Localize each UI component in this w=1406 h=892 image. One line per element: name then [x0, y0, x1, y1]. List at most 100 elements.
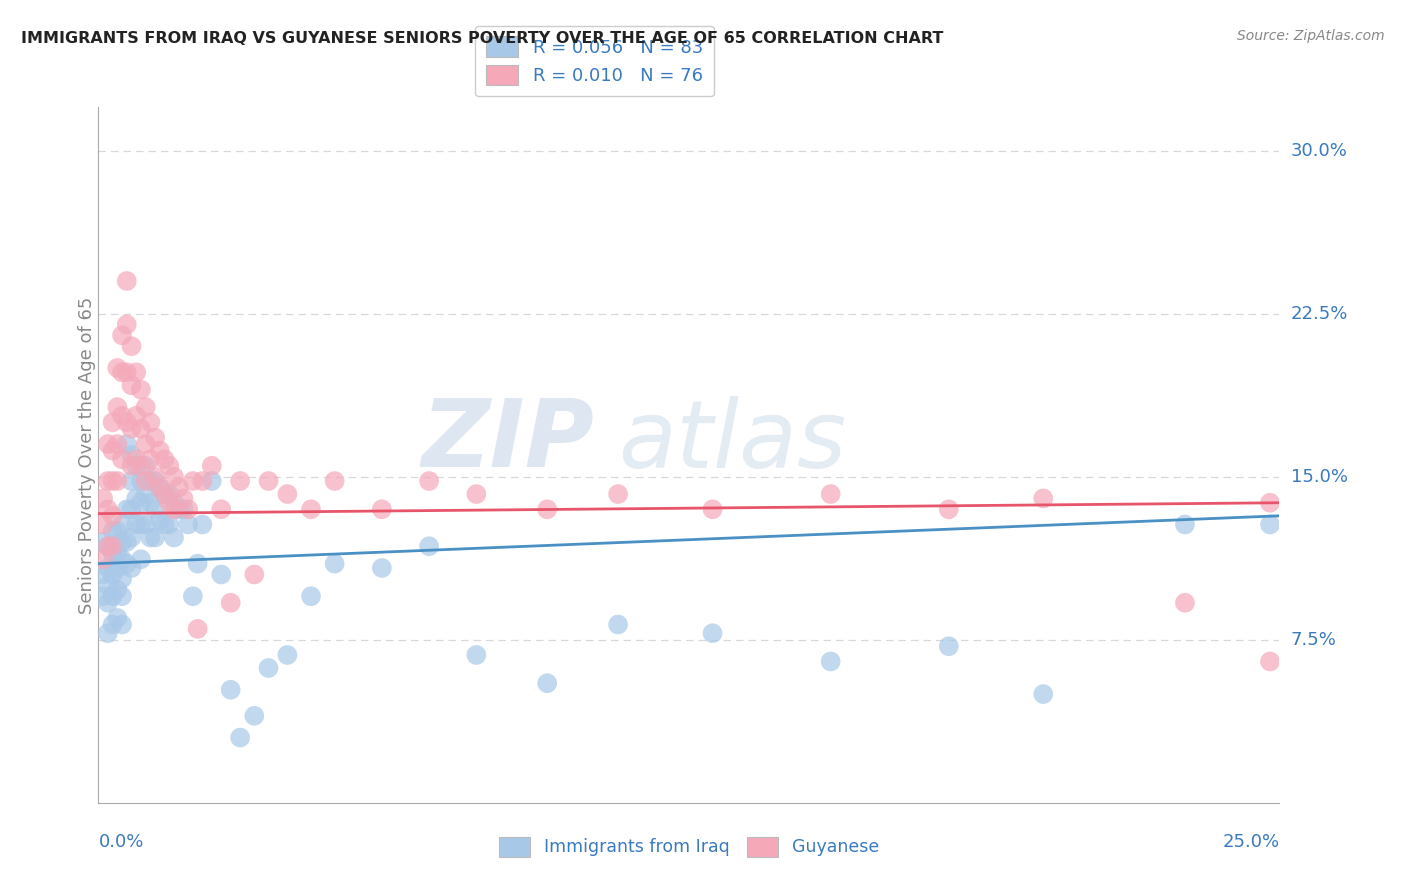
- Point: [129, 496, 152, 510]
- Point: [125, 517, 148, 532]
- Point: [97, 539, 120, 553]
- Point: [121, 502, 143, 516]
- Point: [115, 502, 138, 516]
- Point: [820, 487, 842, 501]
- Point: [97, 437, 120, 451]
- Point: [91, 491, 114, 506]
- Point: [125, 491, 148, 506]
- Point: [187, 557, 209, 571]
- Point: [167, 502, 190, 516]
- Point: [105, 474, 128, 488]
- Point: [121, 422, 143, 436]
- Point: [702, 502, 724, 516]
- Point: [177, 517, 200, 532]
- Point: [97, 578, 120, 592]
- Point: [209, 502, 232, 516]
- Point: [121, 448, 143, 462]
- Point: [115, 557, 138, 571]
- Text: 15.0%: 15.0%: [1291, 467, 1347, 485]
- Point: [1174, 596, 1197, 610]
- Point: [418, 474, 440, 488]
- Point: [181, 474, 204, 488]
- Point: [101, 508, 124, 523]
- Point: [229, 731, 252, 745]
- Point: [115, 318, 138, 332]
- Point: [97, 502, 120, 516]
- Point: [125, 452, 148, 467]
- Point: [143, 502, 166, 516]
- Point: [149, 481, 172, 495]
- Point: [465, 648, 488, 662]
- Point: [163, 531, 186, 545]
- Point: [129, 552, 152, 566]
- Point: [129, 517, 152, 532]
- Point: [135, 474, 157, 488]
- Point: [115, 437, 138, 451]
- Point: [299, 589, 322, 603]
- Point: [135, 458, 157, 473]
- Point: [101, 474, 124, 488]
- Text: ZIP: ZIP: [422, 395, 595, 487]
- Point: [163, 502, 186, 516]
- Point: [323, 474, 346, 488]
- Point: [153, 487, 176, 501]
- Point: [111, 572, 134, 586]
- Point: [1258, 655, 1281, 669]
- Point: [101, 567, 124, 582]
- Point: [101, 546, 124, 560]
- Point: [167, 481, 190, 495]
- Point: [129, 422, 152, 436]
- Y-axis label: Seniors Poverty Over the Age of 65: Seniors Poverty Over the Age of 65: [79, 296, 96, 614]
- Point: [229, 474, 252, 488]
- Point: [105, 611, 128, 625]
- Text: Source: ZipAtlas.com: Source: ZipAtlas.com: [1237, 29, 1385, 43]
- Point: [536, 676, 558, 690]
- Point: [187, 622, 209, 636]
- Text: 30.0%: 30.0%: [1291, 142, 1347, 160]
- Text: atlas: atlas: [619, 395, 846, 486]
- Point: [129, 383, 152, 397]
- Point: [125, 365, 148, 379]
- Point: [111, 409, 134, 423]
- Point: [139, 474, 162, 488]
- Point: [97, 539, 120, 553]
- Point: [299, 502, 322, 516]
- Point: [1032, 491, 1054, 506]
- Point: [1258, 496, 1281, 510]
- Point: [536, 502, 558, 516]
- Point: [121, 474, 143, 488]
- Text: 7.5%: 7.5%: [1291, 631, 1337, 648]
- Point: [115, 534, 138, 549]
- Point: [157, 496, 180, 510]
- Point: [129, 474, 152, 488]
- Point: [139, 415, 162, 429]
- Point: [135, 437, 157, 451]
- Point: [149, 443, 172, 458]
- Point: [91, 517, 114, 532]
- Point: [105, 561, 128, 575]
- Point: [111, 589, 134, 603]
- Point: [323, 557, 346, 571]
- Point: [209, 567, 232, 582]
- Point: [157, 487, 180, 501]
- Point: [143, 469, 166, 483]
- Point: [149, 481, 172, 495]
- Point: [101, 539, 124, 553]
- Point: [111, 365, 134, 379]
- Point: [143, 531, 166, 545]
- Point: [153, 487, 176, 501]
- Point: [163, 469, 186, 483]
- Point: [201, 458, 224, 473]
- Point: [111, 517, 134, 532]
- Point: [115, 415, 138, 429]
- Point: [115, 365, 138, 379]
- Point: [143, 474, 166, 488]
- Point: [111, 534, 134, 549]
- Point: [139, 531, 162, 545]
- Point: [135, 400, 157, 414]
- Point: [157, 517, 180, 532]
- Point: [201, 474, 224, 488]
- Point: [191, 474, 214, 488]
- Point: [418, 539, 440, 553]
- Point: [91, 567, 114, 582]
